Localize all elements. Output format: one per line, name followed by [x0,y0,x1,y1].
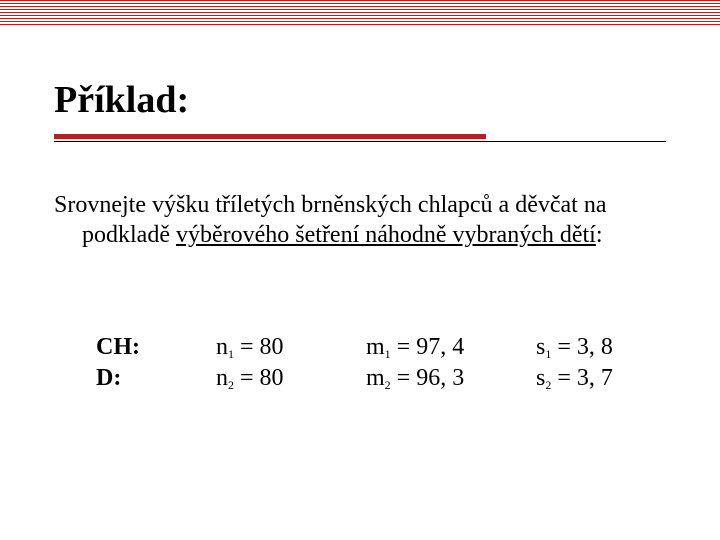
sym-m: m [366,334,385,360]
slide: Příklad: Srovnejte výšku tříletých brněn… [0,0,720,540]
sub-m: 1 [385,347,391,361]
sub-n: 1 [228,347,234,361]
slide-title: Příklad: [54,78,189,122]
row-label: D: [96,363,216,394]
cell-s: s2 = 3, 7 [536,363,676,394]
top-decor-lines [0,0,720,27]
paragraph-line2-post: : [596,222,603,248]
sub-s: 1 [545,347,551,361]
decor-line [0,18,720,19]
row-label: CH: [96,332,216,363]
decor-line [0,0,720,1]
sub-m: 2 [385,378,391,392]
val-m: = 97, 4 [391,334,465,360]
sym-s: s [536,334,545,360]
paragraph-line2-pre: podkladě [82,222,176,248]
cell-m: m1 = 97, 4 [366,332,536,363]
table-row: CH: n1 = 80 m1 = 97, 4 s1 = 3, 8 [96,332,676,363]
val-s: = 3, 8 [551,334,613,360]
decor-line [0,24,720,25]
cell-m: m2 = 96, 3 [366,363,536,394]
cell-s: s1 = 3, 8 [536,332,676,363]
decor-line [0,15,720,16]
paragraph-line1: Srovnejte výšku tříletých brněnských chl… [54,192,606,218]
sym-m: m [366,365,385,391]
val-n: = 80 [234,365,284,391]
sub-n: 2 [228,378,234,392]
title-underline [54,134,666,142]
sub-s: 2 [545,378,551,392]
val-m: = 96, 3 [391,365,465,391]
val-n: = 80 [234,334,284,360]
data-table: CH: n1 = 80 m1 = 97, 4 s1 = 3, 8 D: n2 =… [96,332,676,394]
decor-line [0,12,720,13]
cell-n: n1 = 80 [216,332,366,363]
decor-line [0,21,720,22]
body-paragraph: Srovnejte výšku tříletých brněnských chl… [54,190,674,250]
sym-s: s [536,365,545,391]
sym-n: n [216,334,228,360]
decor-line [0,3,720,4]
paragraph-line2: podkladě výběrového šetření náhodně vybr… [54,220,674,250]
decor-line [0,9,720,10]
title-underline-thin [54,141,666,142]
paragraph-line2-underlined: výběrového šetření náhodně vybraných dět… [176,222,596,248]
val-s: = 3, 7 [551,365,613,391]
decor-line [0,6,720,7]
sym-n: n [216,365,228,391]
title-underline-thick [54,134,486,139]
cell-n: n2 = 80 [216,363,366,394]
table-row: D: n2 = 80 m2 = 96, 3 s2 = 3, 7 [96,363,676,394]
